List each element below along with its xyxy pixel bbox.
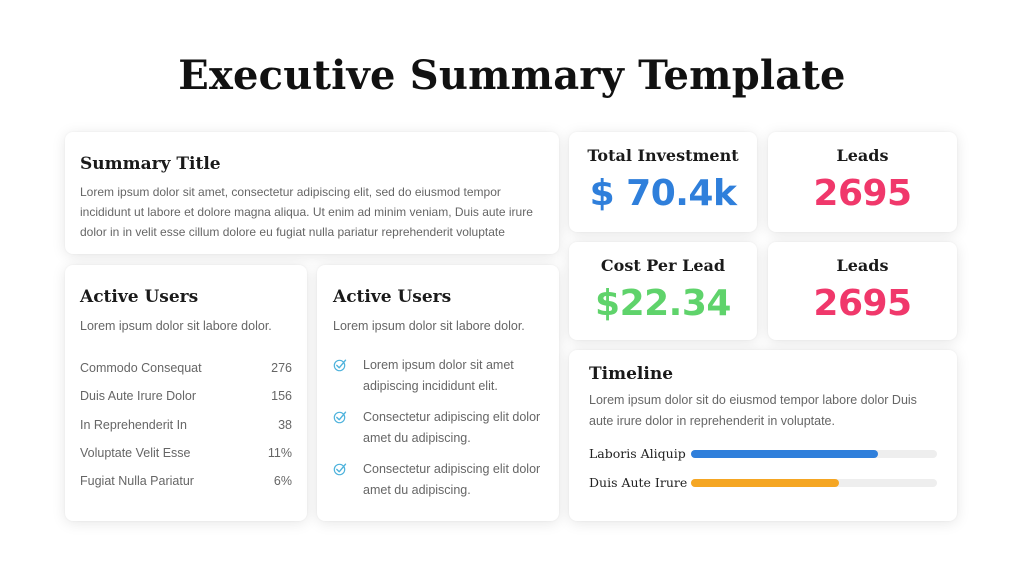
progress-fill: [691, 449, 878, 458]
check-icon: [333, 358, 349, 377]
check-item-text: Consectetur adipiscing elit dolor amet d…: [363, 410, 541, 445]
progress-track: [691, 449, 937, 458]
kpi-card-leads-secondary: Leads 2695: [768, 242, 957, 340]
kpi-value: 2695: [813, 173, 912, 214]
timeline-card: Timeline Lorem ipsum dolor sit do eiusmo…: [569, 350, 957, 521]
active-users-title: Active Users: [80, 287, 199, 307]
summary-title: Summary Title: [80, 154, 221, 174]
kpi-label: Total Investment: [587, 146, 739, 165]
kpi-value: $ 70.4k: [589, 173, 737, 214]
stat-row: Fugiat Nulla Pariatur 6%: [80, 474, 292, 502]
progress-row: Laboris Aliquip: [589, 446, 937, 461]
active-users-subtitle: Lorem ipsum dolor sit labore dolor.: [333, 319, 525, 333]
active-users-checklist-card: Active Users Lorem ipsum dolor sit labor…: [317, 265, 559, 521]
progress-row: Duis Aute Irure: [589, 475, 937, 490]
summary-card: Summary Title Lorem ipsum dolor sit amet…: [65, 132, 559, 254]
check-item-text: Consectetur adipiscing elit dolor amet d…: [363, 462, 541, 497]
kpi-label: Leads: [836, 146, 889, 165]
check-icon: [333, 410, 349, 429]
kpi-value: $22.34: [595, 283, 731, 324]
check-icon: [333, 462, 349, 481]
kpi-label: Cost Per Lead: [600, 256, 726, 275]
stat-label: Voluptate Velit Esse: [80, 445, 191, 460]
check-item-text: Lorem ipsum dolor sit amet adipiscing in…: [363, 358, 514, 393]
stat-row: Commodo Consequat 276: [80, 361, 292, 389]
kpi-card-total-investment: Total Investment $ 70.4k: [569, 132, 757, 232]
stat-value: 156: [271, 389, 292, 404]
check-item: Consectetur adipiscing elit dolor amet d…: [333, 407, 543, 449]
stat-value: 276: [271, 361, 292, 375]
progress-fill: [691, 478, 839, 487]
stat-value: 11%: [267, 445, 292, 460]
timeline-title: Timeline: [589, 364, 674, 384]
page-title: Executive Summary Template: [178, 52, 846, 99]
stat-value: 38: [278, 417, 292, 432]
active-users-title: Active Users: [333, 287, 452, 307]
active-users-subtitle: Lorem ipsum dolor sit labore dolor.: [80, 319, 272, 333]
kpi-card-leads: Leads 2695: [768, 132, 957, 232]
stat-row: Voluptate Velit Esse 11%: [80, 446, 292, 474]
progress-track: [691, 478, 937, 487]
stat-row: In Reprehenderit In 38: [80, 418, 292, 446]
check-item: Consectetur adipiscing elit dolor amet d…: [333, 459, 543, 501]
stat-label: Commodo Consequat: [80, 361, 202, 375]
check-list: Lorem ipsum dolor sit amet adipiscing in…: [333, 355, 543, 501]
progress-label: Laboris Aliquip: [589, 446, 686, 461]
summary-body: Lorem ipsum dolor sit amet, consectetur …: [80, 185, 533, 239]
stat-label: Fugiat Nulla Pariatur: [80, 474, 194, 489]
check-item: Lorem ipsum dolor sit amet adipiscing in…: [333, 355, 543, 397]
stat-value: 6%: [273, 474, 292, 489]
progress-label: Duis Aute Irure: [589, 475, 688, 490]
stat-label: Duis Aute Irure Dolor: [80, 389, 197, 404]
active-users-stats-card: Active Users Lorem ipsum dolor sit labor…: [65, 265, 307, 521]
kpi-card-cost-per-lead: Cost Per Lead $22.34: [569, 242, 757, 340]
kpi-label: Leads: [836, 256, 889, 275]
stat-label: In Reprehenderit In: [80, 417, 188, 432]
stat-row: Duis Aute Irure Dolor 156: [80, 389, 292, 417]
stat-list: Commodo Consequat 276 Duis Aute Irure Do…: [80, 361, 292, 502]
kpi-value: 2695: [813, 283, 912, 324]
timeline-body: Lorem ipsum dolor sit do eiusmod tempor …: [589, 393, 917, 428]
